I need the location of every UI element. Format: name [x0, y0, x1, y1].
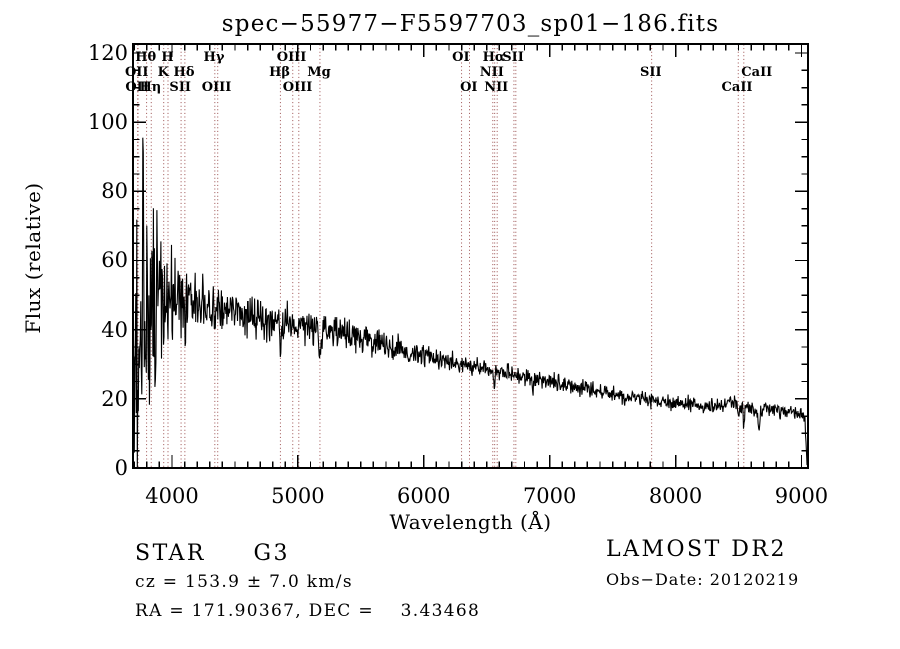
plot-frame: [132, 43, 809, 469]
line-label: Hδ: [173, 65, 195, 80]
line-label: NII: [479, 65, 504, 80]
axes: [132, 43, 809, 469]
x-tick-label: 9000: [774, 484, 829, 508]
line-label: OIII: [276, 50, 307, 65]
y-tick-label: 120: [87, 40, 128, 65]
x-tick-label: 5000: [271, 484, 325, 508]
x-tick-label: 8000: [648, 484, 703, 508]
plot-title: spec−55977−F5597703_sp01−186.fits: [221, 11, 720, 37]
ra-dec-text: RA = 171.90367, DEC = 3.43468: [135, 601, 481, 621]
line-label: CaII: [741, 65, 773, 80]
obs-date-text: Obs−Date: 20120219: [606, 570, 800, 589]
line-label: OI: [452, 50, 470, 65]
line-label: H: [161, 50, 174, 65]
y-tick-label: 80: [101, 179, 128, 204]
line-label: OII: [124, 65, 149, 80]
line-label: OI: [460, 80, 478, 95]
line-label: K: [157, 65, 169, 80]
line-label: Hη: [139, 80, 162, 95]
y-tick-label: 0: [114, 456, 128, 480]
line-label: SII: [639, 65, 662, 80]
line-label: SII: [502, 50, 524, 65]
x-axis-title: Wavelength (Å): [389, 510, 552, 534]
line-label: OIII: [282, 80, 313, 95]
line-label: CaII: [721, 80, 753, 95]
x-tick-label: 4000: [145, 484, 199, 508]
x-tick-label: 7000: [522, 484, 577, 508]
line-label: SII: [169, 80, 191, 95]
line-label: Hβ: [269, 65, 291, 80]
line-label: Mg: [307, 65, 331, 80]
y-tick-label: 60: [101, 248, 128, 273]
survey-release-label: LAMOST DR2: [606, 537, 787, 562]
classification-label: STAR G3: [135, 541, 291, 566]
line-label: NII: [484, 80, 509, 95]
line-label: Hα: [482, 50, 505, 65]
line-label: Hγ: [203, 50, 225, 65]
x-tick-label: 6000: [397, 484, 451, 508]
line-label: OII: [125, 80, 149, 95]
line-label: OIII: [201, 80, 232, 95]
radial-velocity-text: cz = 153.9 ± 7.0 km/s: [135, 572, 353, 592]
y-axis-title: Flux (relative): [21, 182, 45, 334]
line-marker-group: [137, 44, 745, 468]
y-tick-label: 20: [101, 386, 128, 411]
y-tick-label: 100: [87, 110, 128, 135]
line-label: Hθ: [135, 50, 157, 65]
spectrum-line: [132, 137, 808, 468]
y-tick-label: 40: [101, 317, 128, 342]
